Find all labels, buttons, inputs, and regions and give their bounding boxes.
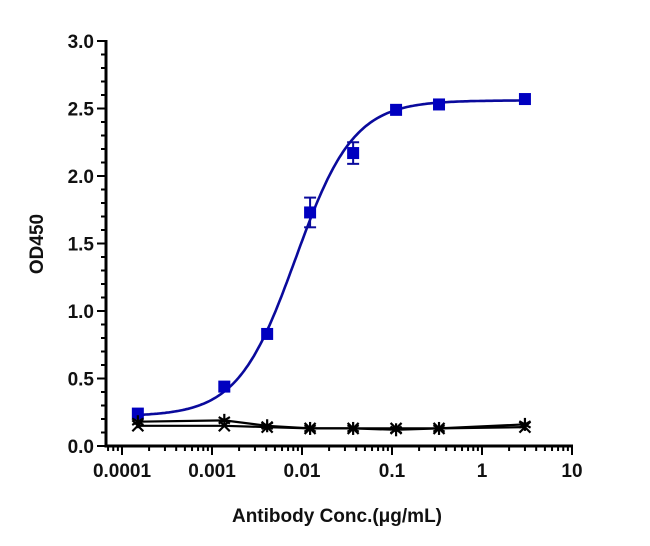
square-marker: [304, 206, 317, 219]
y-tick-label: 0.0: [68, 437, 94, 458]
x-tick-label: 0.1: [379, 461, 406, 482]
cross-marker: [260, 420, 274, 434]
square-marker: [261, 327, 274, 340]
fit-curve: [137, 99, 525, 417]
x-tick-label: 0.001: [188, 461, 236, 482]
cross-marker: [218, 419, 231, 433]
axes: 0.0 0.5 1.0 1.5 2.0 2.5 3.0 0.0001 0.001 0.01 0.1 1…: [68, 32, 583, 482]
y-tick-label: 0.5: [68, 370, 95, 391]
y-tick-label: 2.0: [68, 167, 94, 188]
square-marker: [518, 93, 531, 106]
asterisk-marker: [131, 417, 145, 426]
square-marker: [433, 98, 446, 111]
square-marker: [390, 103, 403, 116]
connecting-line: [137, 424, 525, 430]
square-marker: [218, 380, 231, 393]
x-tick-label: 1: [477, 461, 488, 482]
cross-marker: [432, 422, 446, 435]
plot-area: [131, 93, 532, 437]
square-marker: [131, 407, 144, 420]
y-axis-title: OD450: [27, 214, 48, 274]
x-tick-label: 0.0001: [93, 461, 152, 482]
y-tick-label: 1.5: [68, 235, 95, 256]
x-axis-title: Antibody Conc.(μg/mL): [232, 506, 442, 527]
x-tick-label: 10: [561, 461, 582, 482]
series-antibody: [131, 93, 531, 420]
cross-marker: [131, 419, 145, 433]
x-tick-label: 0.01: [284, 461, 321, 482]
y-tick-label: 1.0: [68, 302, 94, 323]
cross-marker: [346, 422, 360, 435]
cross-marker: [518, 420, 532, 434]
y-tick-label: 3.0: [68, 32, 94, 53]
cross-marker: [303, 422, 317, 435]
cross-marker: [389, 422, 403, 435]
y-tick-label: 2.5: [68, 100, 95, 121]
series-control-2: [131, 419, 532, 435]
square-marker: [347, 147, 360, 160]
